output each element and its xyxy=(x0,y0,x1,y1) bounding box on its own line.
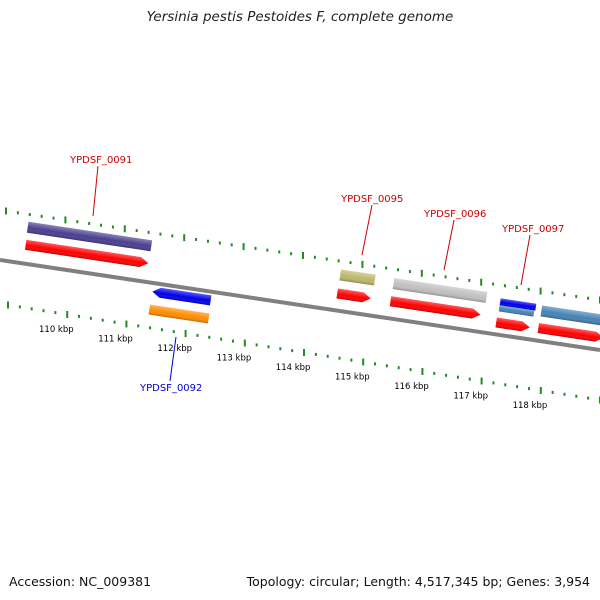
gene-labels: YPDSF_0091 YPDSF_0092 YPDSF_0095 YPDSF_0096… xyxy=(69,155,564,394)
feature-orange xyxy=(148,304,210,324)
gene-label: YPDSF_0091 xyxy=(69,155,132,166)
scale-label: 116 kbp xyxy=(394,382,429,392)
feature-blue-reverse xyxy=(152,287,212,306)
feature-red-2 xyxy=(336,288,371,303)
summary-text: Topology: circular; Length: 4,517,345 bp… xyxy=(246,574,590,589)
scale-label: 117 kbp xyxy=(453,392,488,402)
leader-line xyxy=(520,234,531,286)
feature-blue-small xyxy=(499,298,537,311)
scale-label: 111 kbp xyxy=(98,335,133,345)
leader-line xyxy=(92,165,99,217)
scale-label: 110 kbp xyxy=(39,325,74,335)
feature-khaki xyxy=(339,269,376,286)
feature-red-3 xyxy=(389,296,481,319)
gene-label: YPDSF_0092 xyxy=(139,383,202,394)
feature-steelblue-small xyxy=(498,305,535,317)
feature-steelblue xyxy=(540,305,600,326)
feature-red-1 xyxy=(24,239,149,267)
gene-label: YPDSF_0097 xyxy=(501,224,564,235)
feature-purple xyxy=(26,221,153,252)
scale-label: 115 kbp xyxy=(335,373,370,383)
gene-label: YPDSF_0095 xyxy=(340,194,403,205)
leader-line xyxy=(361,204,373,256)
feature-red-5 xyxy=(537,323,600,342)
tick-marks xyxy=(5,207,600,404)
gene-label: YPDSF_0096 xyxy=(423,209,486,220)
leader-line xyxy=(443,219,455,271)
feature-red-4 xyxy=(495,317,530,332)
scale-label: 118 kbp xyxy=(513,401,548,411)
backbone-line xyxy=(0,258,600,352)
scale-label: 114 kbp xyxy=(276,363,311,373)
map-title: Yersinia pestis Pestoides F, complete ge… xyxy=(146,9,454,25)
leader-line xyxy=(169,336,177,382)
features xyxy=(24,221,600,342)
accession-text: Accession: NC_009381 xyxy=(9,574,152,589)
feature-silver xyxy=(392,278,488,303)
scale-label: 113 kbp xyxy=(217,354,252,364)
